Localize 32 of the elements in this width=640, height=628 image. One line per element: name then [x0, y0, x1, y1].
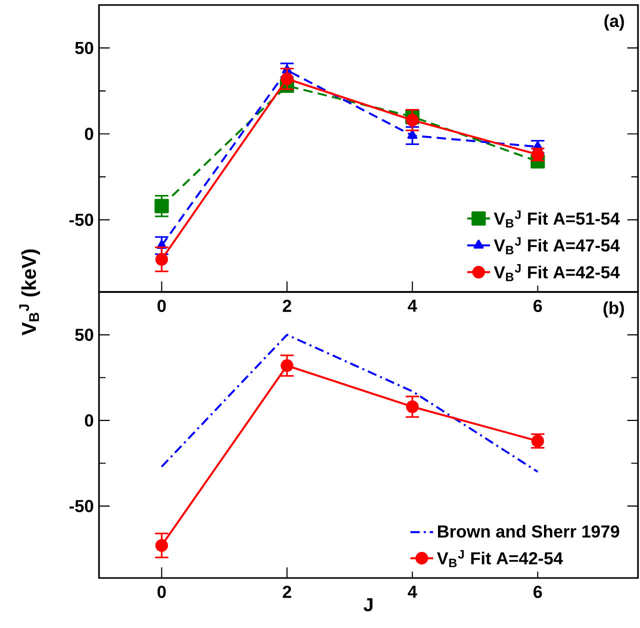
point — [407, 130, 418, 139]
point — [155, 539, 168, 552]
y-tick-label: 50 — [75, 42, 94, 54]
x-tick-label: 4 — [408, 586, 418, 598]
x-tick-label: 2 — [282, 586, 292, 598]
legend-label: V$_{B}$$^{J}$ Fit A=51-54 — [494, 210, 620, 228]
x-tick-label: 6 — [534, 300, 542, 312]
legend-label: V$_{B}$$^{J}$ Fit A=42-54 — [494, 264, 620, 282]
annotation: (b) — [604, 301, 624, 318]
x-tick-label: 0 — [158, 586, 166, 598]
y-tick-label: -50 — [70, 500, 94, 512]
x-tick-label: 0 — [158, 300, 166, 312]
legend-label: Brown and Sherr 1979 — [438, 524, 620, 538]
x-tick-label: 6 — [534, 586, 542, 598]
x-axis-title: J — [364, 598, 372, 612]
y-tick-label: 0 — [84, 414, 94, 427]
y-tick-label: 0 — [84, 128, 94, 140]
legend-label: V$_{B}$$^{J}$ Fit A=47-54 — [494, 237, 620, 254]
legend-label: V$_{B}$$^{J}$ Fit A=42-54 — [436, 550, 563, 568]
y-tick-label: 50 — [75, 328, 94, 341]
annotation: (a) — [604, 14, 624, 31]
point — [280, 359, 294, 372]
point — [155, 253, 168, 266]
y-tick-label: -50 — [70, 214, 94, 226]
line-series — [160, 334, 539, 473]
point — [280, 72, 294, 86]
point — [406, 400, 419, 414]
y-axis-title: V$_{B}$$^{J}$ (keV) — [19, 249, 40, 336]
point — [406, 114, 419, 126]
x-tick-label: 2 — [282, 300, 292, 312]
point — [154, 198, 169, 214]
x-tick-label: 4 — [408, 300, 418, 312]
